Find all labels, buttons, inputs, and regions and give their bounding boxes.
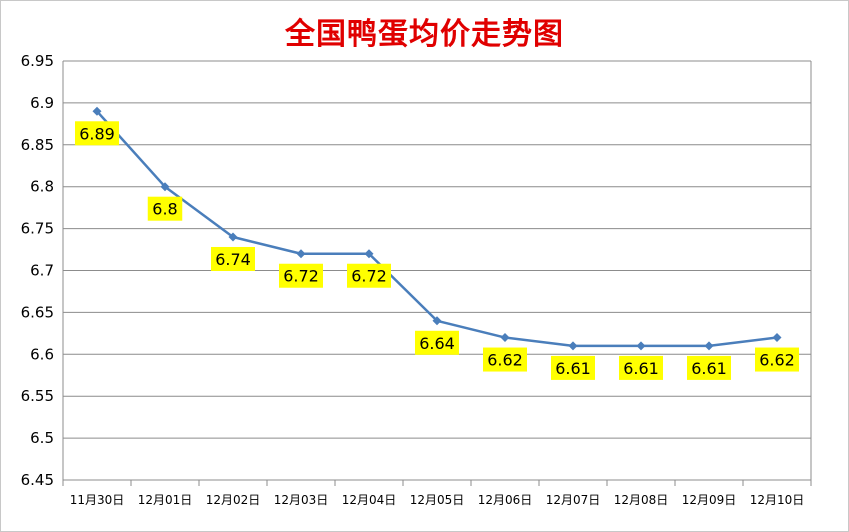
x-tick-label: 12月04日 — [342, 493, 397, 507]
y-tick-label: 6.8 — [30, 178, 54, 196]
x-tick-label: 12月03日 — [274, 493, 329, 507]
x-tick-label: 12月07日 — [546, 493, 601, 507]
data-label-bg — [147, 196, 183, 221]
data-label: 6.74 — [215, 250, 251, 269]
data-label: 6.8 — [152, 200, 177, 219]
data-label-bg — [551, 355, 595, 380]
data-label-bg — [415, 330, 459, 355]
data-label: 6.72 — [283, 267, 319, 286]
data-label-bg — [483, 347, 527, 372]
y-tick-label: 6.7 — [30, 262, 54, 280]
y-tick-label: 6.6 — [30, 345, 54, 363]
gridlines — [62, 60, 812, 481]
data-label-bg — [619, 355, 663, 380]
x-tick-label: 12月10日 — [750, 493, 805, 507]
data-label-bg — [211, 246, 255, 271]
y-tick-label: 6.5 — [30, 429, 54, 447]
data-point — [568, 341, 578, 351]
data-label: 6.61 — [623, 359, 659, 378]
data-label-bg — [687, 355, 731, 380]
data-label: 6.62 — [487, 351, 523, 370]
data-point — [704, 341, 714, 351]
x-tick-label: 12月05日 — [410, 493, 465, 507]
data-point — [772, 333, 782, 343]
data-label-bg — [279, 263, 323, 288]
y-axis-labels: 6.45 6.5 6.55 6.6 6.65 6.7 6.75 6.8 6.85 6.9 6.95 — [21, 52, 54, 489]
data-label-bg — [755, 347, 799, 372]
data-label: 6.89 — [79, 124, 115, 143]
x-tick-label: 12月01日 — [138, 493, 193, 507]
x-tick-label: 12月02日 — [206, 493, 261, 507]
data-points — [92, 106, 782, 351]
data-point — [296, 249, 306, 259]
y-tick-label: 6.65 — [21, 303, 54, 321]
data-point — [92, 106, 102, 116]
x-tick-label: 12月09日 — [682, 493, 737, 507]
data-label-bg — [347, 263, 391, 288]
data-label: 6.61 — [691, 359, 727, 378]
data-label: 6.72 — [351, 267, 387, 286]
data-point — [364, 249, 374, 259]
data-point — [432, 316, 442, 326]
data-point — [500, 333, 510, 343]
data-point — [636, 341, 646, 351]
y-tick-label: 6.45 — [21, 471, 54, 489]
data-label: 6.64 — [419, 334, 455, 353]
y-tick-label: 6.95 — [21, 52, 54, 70]
x-tick-label: 11月30日 — [70, 493, 125, 507]
data-point — [228, 232, 238, 242]
x-axis-labels: 11月30日 12月01日 12月02日 12月03日 12月04日 12月05日 12月0… — [62, 480, 812, 507]
data-label: 6.61 — [555, 359, 591, 378]
data-point — [160, 182, 170, 192]
data-label-bg — [75, 121, 119, 146]
x-tick-label: 12月06日 — [478, 493, 533, 507]
data-label: 6.62 — [759, 351, 795, 370]
y-tick-label: 6.85 — [21, 136, 54, 154]
y-tick-label: 6.55 — [21, 387, 54, 405]
x-tick-label: 12月08日 — [614, 493, 669, 507]
chart-title: 全国鸭蛋均价走势图 — [285, 17, 564, 52]
y-tick-label: 6.75 — [21, 220, 54, 238]
data-labels: 6.89 6.8 6.74 6.72 6.72 6.64 6.62 6.61 6.61 6.61 6… — [75, 121, 799, 380]
y-tick-label: 6.9 — [30, 94, 54, 112]
